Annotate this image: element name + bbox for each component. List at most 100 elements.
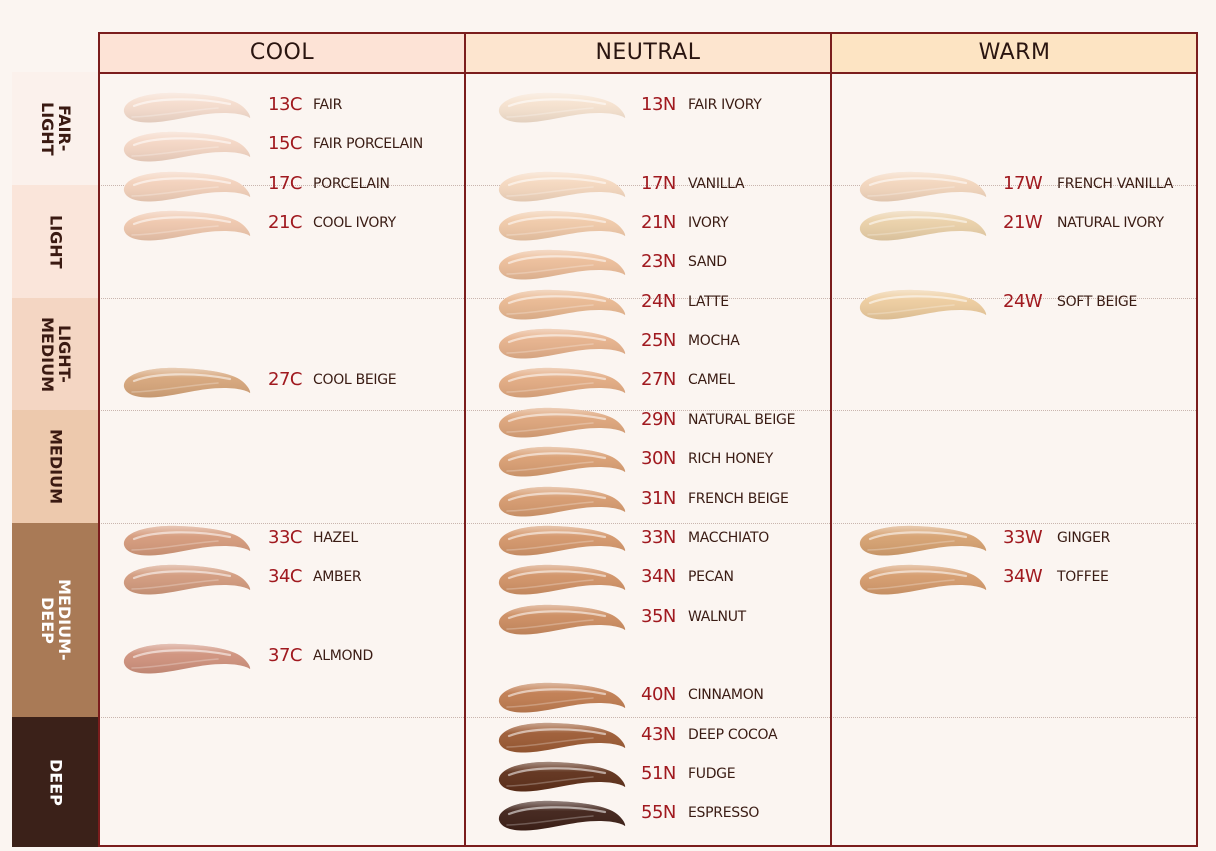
column-divider [830, 32, 832, 847]
shade-code: 33W [1003, 526, 1043, 548]
shade-swatch [498, 407, 626, 438]
shade-swatch [498, 801, 626, 831]
shade-name: GINGER [1057, 529, 1111, 546]
shade-swatch [859, 210, 987, 241]
shade-name: VANILLA [688, 175, 745, 192]
shade-name: LATTE [688, 293, 729, 310]
row-divider [98, 717, 1198, 718]
shade-name: PECAN [688, 569, 734, 586]
shade-swatch [498, 368, 626, 398]
row-divider [98, 298, 1198, 299]
shade-name: FAIR [313, 97, 343, 113]
shade-code: 33C [268, 526, 302, 548]
shade-swatch [498, 92, 626, 123]
shade-swatch [123, 92, 251, 123]
shade-code: 23N [641, 251, 676, 273]
row-divider [98, 185, 1198, 186]
shade-code: 24W [1003, 290, 1043, 312]
shade-swatch [123, 525, 251, 556]
shade-code: 43N [641, 723, 676, 745]
shade-name: MOCHA [688, 333, 740, 350]
shade-swatch [859, 171, 987, 202]
column-header-cool: COOL [99, 32, 465, 72]
shade-swatch [498, 604, 626, 635]
shade-code: 31N [641, 487, 676, 509]
shade-swatch [859, 565, 987, 595]
shade-swatch [123, 171, 251, 202]
shade-code: 27N [641, 369, 676, 391]
column-divider [464, 32, 466, 847]
shade-name: FRENCH BEIGE [688, 490, 789, 507]
shade-code: 15C [268, 133, 302, 155]
shade-name: NATURAL IVORY [1057, 215, 1164, 232]
shade-swatch [123, 643, 251, 674]
shade-swatch [123, 565, 251, 595]
header-divider [98, 72, 1198, 74]
shade-swatch [498, 683, 626, 713]
shade-code: 25N [641, 330, 676, 352]
shade-code: 17N [641, 172, 676, 194]
band-deep: DEEP [12, 717, 98, 847]
band-label: FAIR- LIGHT [38, 101, 74, 156]
band-medium-deep: MEDIUM- DEEP [12, 523, 98, 717]
shade-code: 33N [641, 526, 676, 548]
shade-swatch [859, 289, 987, 320]
shade-name: COOL IVORY [313, 215, 396, 232]
shade-name: FAIR PORCELAIN [313, 136, 423, 153]
shade-name: DEEP COCOA [688, 726, 778, 743]
band-label: LIGHT- MEDIUM [38, 316, 74, 392]
shade-name: CAMEL [688, 372, 735, 389]
shade-name: ALMOND [313, 647, 373, 664]
shade-code: 37C [268, 644, 302, 666]
shade-swatch [498, 329, 626, 359]
shade-code: 40N [641, 684, 676, 706]
band-medium: MEDIUM [12, 410, 98, 523]
shade-code: 17C [268, 172, 302, 194]
shade-name: MACCHIATO [688, 529, 769, 546]
shade-code: 51N [641, 762, 676, 784]
column-header-warm: WARM [831, 32, 1198, 72]
shade-code: 34N [641, 566, 676, 588]
shade-name: FUDGE [688, 765, 736, 782]
shade-swatch [498, 565, 626, 595]
band-label: LIGHT [46, 214, 66, 269]
shade-name: WALNUT [688, 608, 746, 625]
band-label: MEDIUM- DEEP [38, 579, 74, 661]
shade-name: FRENCH VANILLA [1057, 175, 1174, 192]
shade-code: 34C [268, 566, 302, 588]
shade-code: 34W [1003, 566, 1043, 588]
band-label: MEDIUM [46, 429, 66, 504]
shade-swatch [498, 525, 626, 556]
shade-name: ESPRESSO [688, 805, 760, 822]
shade-name: RICH HONEY [688, 451, 774, 468]
shade-swatch [498, 210, 626, 241]
shade-swatch [123, 368, 251, 398]
band-light: LIGHT [12, 185, 98, 298]
shade-swatch [498, 171, 626, 202]
shade-code: 30N [641, 448, 676, 470]
shade-code: 13N [641, 94, 676, 115]
shade-name: PORCELAIN [313, 175, 390, 192]
shade-swatch [498, 486, 626, 517]
shade-code: 29N [641, 408, 676, 430]
shade-code: 24N [641, 290, 676, 312]
shade-name: COOL BEIGE [313, 372, 397, 389]
shade-code: 13C [268, 94, 302, 115]
row-divider [98, 523, 1198, 524]
shade-code: 21N [641, 212, 676, 234]
shade-name: CINNAMON [688, 687, 764, 704]
shade-name: FAIR IVORY [688, 97, 762, 113]
band-light-medium: LIGHT- MEDIUM [12, 298, 98, 410]
shade-code: 27C [268, 369, 302, 391]
shade-code: 17W [1003, 172, 1043, 194]
shade-name: IVORY [688, 215, 729, 232]
shade-swatch [498, 289, 626, 320]
shade-code: 21C [268, 212, 302, 234]
shade-swatch [123, 210, 251, 241]
shade-name: AMBER [313, 569, 362, 586]
shade-name: HAZEL [313, 529, 358, 546]
shade-swatch [498, 250, 626, 280]
column-header-neutral: NEUTRAL [465, 32, 831, 72]
shade-name: TOFFEE [1057, 569, 1109, 586]
shade-code: 35N [641, 605, 676, 627]
